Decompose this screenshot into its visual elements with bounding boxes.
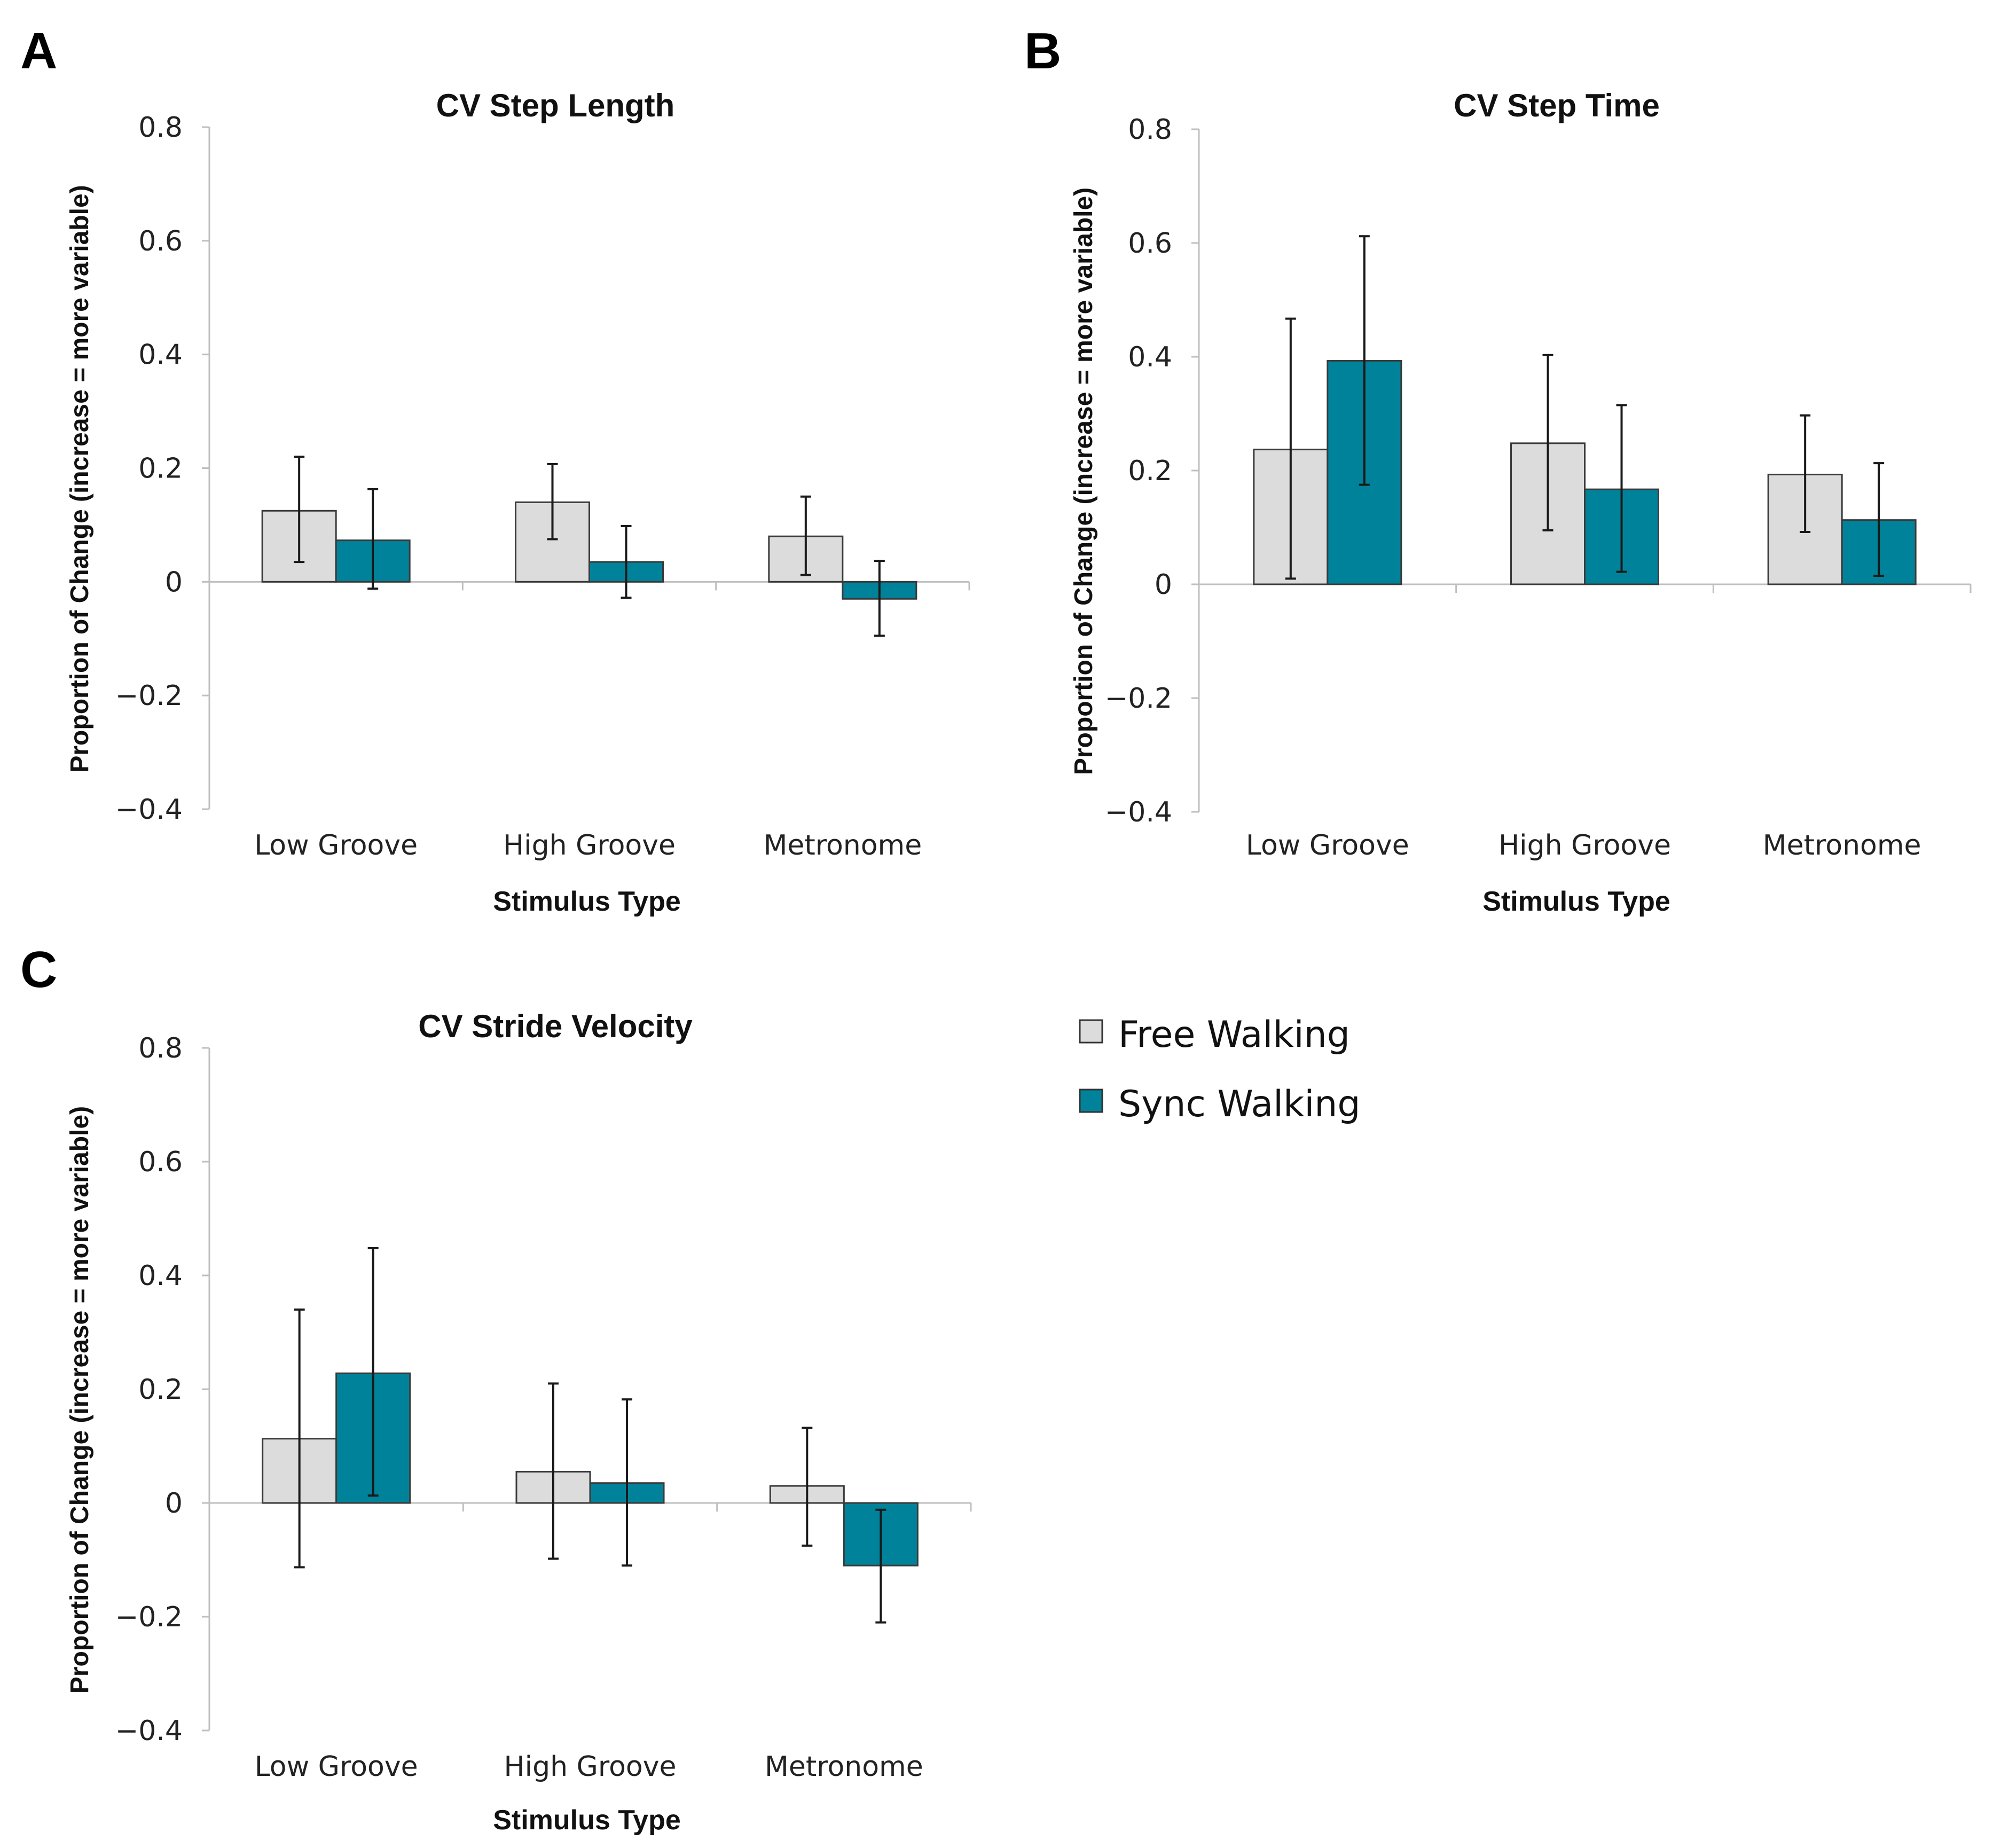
- y-tick-label: 0.6: [138, 225, 183, 257]
- y-axis-title: Proportion of Change (increase = more va…: [1070, 187, 1098, 775]
- y-tick-label: −0.2: [115, 1601, 183, 1633]
- x-tick-label-high-groove: High Groove: [503, 829, 676, 862]
- chart-title: CV Stride Velocity: [418, 1008, 693, 1044]
- chart-cv-step-length: CV Step Length 0.8 0.6 0.4 0.2 0 −0.2 −0.4 Low G…: [66, 88, 970, 917]
- legend: Free Walking Sync Walking: [1079, 1014, 1361, 1125]
- y-tick-label: 0.6: [138, 1146, 183, 1178]
- x-tick-label-high-groove: High Groove: [1498, 829, 1671, 862]
- x-tick-label-low-groove: Low Groove: [1246, 829, 1409, 862]
- y-tick-label: 0.2: [138, 453, 183, 485]
- y-tick-label: 0.6: [1128, 228, 1172, 260]
- y-tick-label: −0.2: [1105, 683, 1172, 715]
- y-tick-label: 0.2: [1128, 455, 1172, 487]
- legend-swatch-sync-walking: [1079, 1089, 1103, 1113]
- y-tick-label: −0.4: [1105, 796, 1172, 828]
- chart-cv-stride-velocity: CV Stride Velocity 0.8 0.6 0.4 0.2 0 −0.2 −0.4 L…: [66, 1008, 972, 1836]
- y-tick-label: 0.4: [138, 339, 183, 371]
- legend-swatch-free-walking: [1079, 1019, 1103, 1044]
- x-tick-label-low-groove: Low Groove: [255, 1751, 418, 1783]
- y-tick-label: 0.4: [1128, 341, 1172, 373]
- chart-cv-step-time: CV Step Time 0.8 0.6 0.4 0.2 0 −0.2 −0.4 Low Gro…: [1070, 88, 1972, 917]
- y-tick-label: 0.8: [138, 112, 183, 144]
- y-axis-title: Proportion of Change (increase = more va…: [66, 1106, 94, 1694]
- chart-title: CV Step Length: [436, 88, 675, 123]
- y-axis-title: Proportion of Change (increase = more va…: [66, 185, 94, 772]
- y-tick-label: −0.4: [115, 1715, 183, 1747]
- panel-letter-b: B: [1024, 22, 1061, 80]
- y-tick-label: −0.2: [115, 680, 183, 712]
- y-tick-label: 0: [1155, 569, 1172, 601]
- y-tick-label: 0.2: [138, 1374, 183, 1406]
- x-tick-label-metronome: Metronome: [1763, 829, 1921, 862]
- chart-title: CV Step Time: [1454, 88, 1660, 123]
- x-tick-label-high-groove: High Groove: [504, 1751, 677, 1783]
- x-axis-title: Stimulus Type: [493, 1805, 681, 1836]
- x-tick-label-low-groove: Low Groove: [254, 829, 418, 862]
- x-axis-title: Stimulus Type: [493, 886, 681, 917]
- y-tick-label: 0: [165, 566, 183, 598]
- x-tick-label-metronome: Metronome: [765, 1751, 923, 1783]
- y-tick-label: 0: [165, 1487, 183, 1520]
- y-tick-label: −0.4: [115, 794, 183, 826]
- y-tick-label: 0.4: [138, 1260, 183, 1292]
- x-axis-title: Stimulus Type: [1482, 886, 1670, 917]
- y-tick-label: 0.8: [1128, 114, 1172, 146]
- panel-letter-c: C: [20, 941, 57, 998]
- x-tick-label-metronome: Metronome: [763, 829, 922, 862]
- y-tick-label: 0.8: [138, 1032, 183, 1064]
- legend-label-sync-walking: Sync Walking: [1118, 1083, 1361, 1125]
- panel-letter-a: A: [20, 22, 57, 80]
- legend-label-free-walking: Free Walking: [1118, 1014, 1350, 1056]
